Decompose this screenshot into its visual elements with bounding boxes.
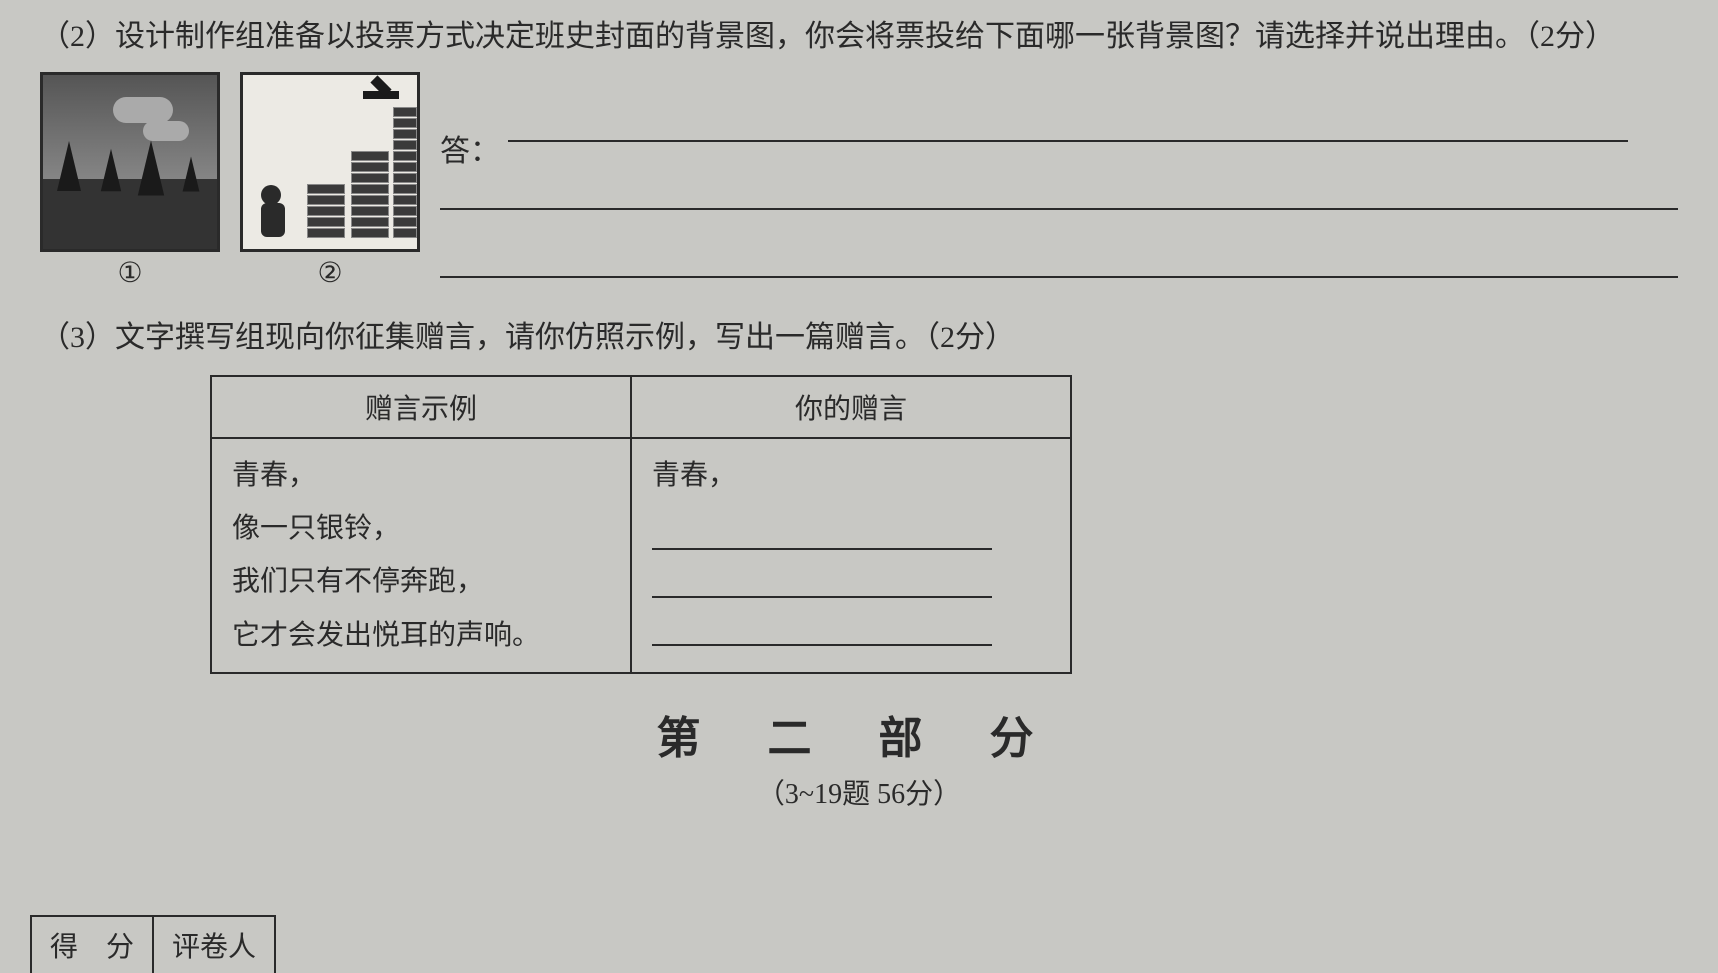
q3-table: 赠言示例 你的赠言 青春， 像一只银铃， 我们只有不停奔跑， 它才会发出悦耳的声… [210, 375, 1072, 674]
answer-line-3[interactable] [440, 238, 1678, 278]
image-2-label: ② [317, 256, 342, 290]
image-option-2[interactable]: ② [240, 72, 420, 290]
answer-line-2[interactable] [440, 170, 1678, 210]
q3-text: （3）文字撰写组现向你征集赠言，请你仿照示例，写出一篇赠言。（2分） [40, 312, 1678, 363]
answer-label: 答： [440, 126, 500, 170]
answer-line-1[interactable] [508, 102, 1628, 142]
example-cell: 青春， 像一只银铃， 我们只有不停奔跑， 它才会发出悦耳的声响。 [211, 438, 631, 673]
q2-images-row: ① [40, 72, 1678, 306]
table-header-yours: 你的赠言 [631, 376, 1071, 438]
your-line-2[interactable] [652, 566, 992, 598]
q2-answer-area: 答： [440, 72, 1678, 306]
your-prompt: 青春， [652, 449, 1050, 502]
your-answer-cell[interactable]: 青春， [631, 438, 1071, 673]
example-line-2: 像一只银铃， [232, 502, 610, 555]
image-option-1[interactable]: ① [40, 72, 220, 290]
q2-text: （2）设计制作组准备以投票方式决定班史封面的背景图，你会将票投给下面哪一张背景图… [40, 10, 1678, 64]
score-box: 得 分 [30, 915, 154, 973]
grader-box: 评卷人 [154, 915, 276, 973]
table-header-example: 赠言示例 [211, 376, 631, 438]
books-student-image [240, 72, 420, 252]
example-line-4: 它才会发出悦耳的声响。 [232, 609, 610, 662]
sailboat-image [40, 72, 220, 252]
your-line-3[interactable] [652, 614, 992, 646]
your-line-1[interactable] [652, 518, 992, 550]
score-boxes: 得 分 评卷人 [30, 915, 276, 973]
image-1-label: ① [117, 256, 142, 290]
example-line-1: 青春， [232, 449, 610, 502]
part2-subtitle: （3~19题 56分） [40, 772, 1678, 812]
part2-title: 第 二 部 分 [40, 702, 1678, 766]
example-line-3: 我们只有不停奔跑， [232, 555, 610, 608]
